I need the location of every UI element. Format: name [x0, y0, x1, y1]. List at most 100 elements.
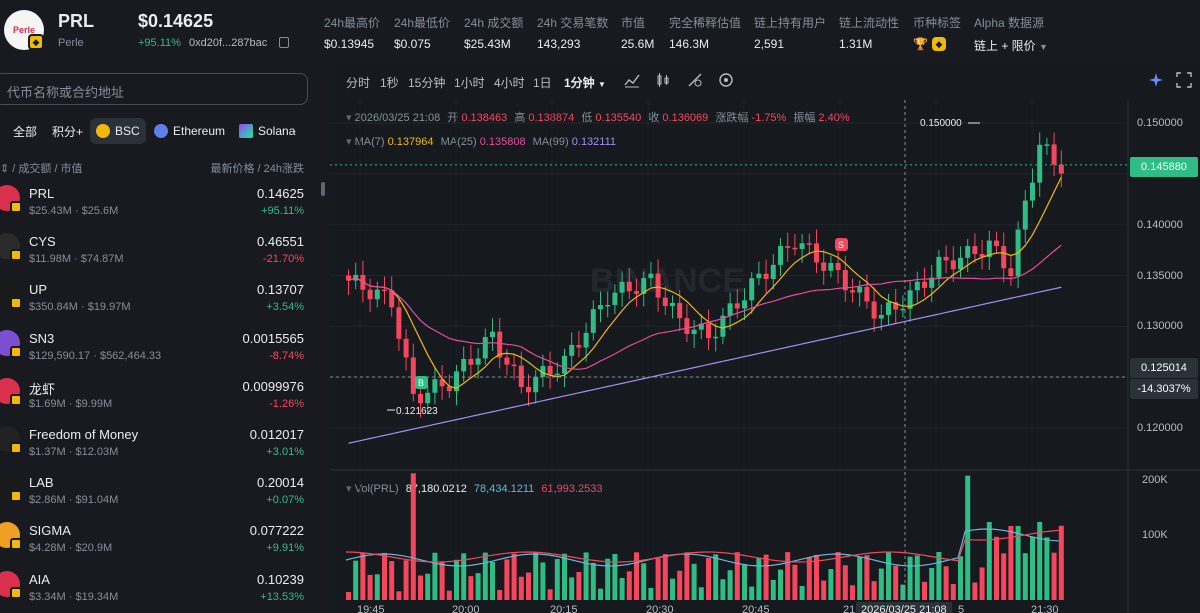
- ohlc-high-label: 高: [514, 112, 526, 124]
- column-header-price[interactable]: 最新价格 / 24h涨跌: [210, 160, 304, 176]
- volume-bar: [943, 566, 949, 600]
- chip-bsc[interactable]: BSC: [90, 118, 146, 144]
- candle-body: [641, 278, 647, 294]
- stat-value: $25.43M: [464, 37, 511, 51]
- sidebar-scrollbar[interactable]: [321, 182, 325, 196]
- ohlc-open: 0.138463: [461, 112, 508, 124]
- candle-body: [590, 309, 596, 333]
- token-24h-change: +95.11%: [138, 37, 181, 49]
- ma99-value: 0.132111: [571, 136, 617, 148]
- candle-body: [684, 318, 690, 335]
- volume-bar: [864, 555, 870, 600]
- token-price: 0.14625: [257, 186, 304, 201]
- alpha-source-dropdown[interactable]: 链上 + 限价 ▼: [974, 37, 1048, 54]
- candle-body: [490, 331, 495, 338]
- token-list-item[interactable]: AIA $3.34M · $19.34M 0.10239 +13.53%: [0, 567, 310, 613]
- chip-solana[interactable]: Solana: [239, 118, 295, 144]
- token-volume-mcap: $129,590.17 · $562,464.33: [29, 349, 162, 362]
- stat-label: 币种标签: [913, 16, 962, 30]
- token-header: Perle ◆ PRL Perle $0.14625 +95.11% 0xd20…: [0, 0, 1200, 58]
- drawing-tool-icon[interactable]: [687, 72, 703, 88]
- candle-body: [648, 273, 654, 279]
- candle-body: [403, 338, 409, 358]
- ohlc-readout: ▾ 2026/03/25 21:08 开 0.138463 高 0.138874…: [346, 109, 850, 125]
- stat-fdv: 完全稀释估值 146.3M: [669, 14, 741, 51]
- volume-bar: [878, 568, 884, 600]
- candle-body: [367, 289, 373, 300]
- column-label: / 成交额 / 市值: [12, 163, 83, 175]
- volume-value: 87,180.0212: [405, 483, 467, 495]
- chip-all[interactable]: 全部: [13, 118, 37, 144]
- token-list-item[interactable]: 龙虾 $1.69M · $9.99M 0.0099976 -1.26%: [0, 374, 310, 422]
- bsc-badge-icon: [10, 345, 22, 358]
- stat-value: 1.31M: [839, 37, 873, 51]
- copy-icon[interactable]: [279, 37, 289, 48]
- indicator-icon[interactable]: [624, 72, 640, 88]
- token-price: 0.46551: [257, 234, 304, 250]
- crosshair-time-tag: 2026/03/25 21:08: [856, 602, 952, 613]
- volume-bar: [698, 587, 704, 600]
- candle-body: [1030, 182, 1035, 201]
- chip-ethereum[interactable]: Ethereum: [154, 118, 225, 144]
- volume-bar: [554, 559, 560, 600]
- ohlc-amplitude: 2.40%: [818, 112, 850, 124]
- low-marker-label: 0.121623: [396, 406, 438, 417]
- candle-body: [619, 281, 625, 293]
- token-change: +3.01%: [266, 446, 304, 458]
- timeframe-tab[interactable]: 1日: [533, 76, 552, 90]
- ai-sparkle-icon[interactable]: [1148, 72, 1164, 88]
- volume-bar: [1015, 525, 1021, 600]
- token-price: 0.20014: [257, 475, 304, 491]
- time-tick: 20:00: [452, 604, 480, 613]
- collapse-icon: ▾: [346, 483, 352, 495]
- column-header-volume[interactable]: ⇕ / 成交额 / 市值: [0, 160, 83, 176]
- candle-body: [418, 393, 423, 404]
- volume-bar: [958, 556, 963, 600]
- timeframe-tab-active[interactable]: 1分钟 ▼: [564, 74, 606, 91]
- candle-body: [727, 303, 733, 316]
- volume-bar: [1001, 553, 1007, 600]
- token-list-item[interactable]: SIGMA $4.28M · $20.9M 0.077222 +9.91%: [0, 518, 310, 566]
- collapse-icon: ▾: [346, 112, 352, 124]
- token-name: AIA: [29, 571, 50, 587]
- candle-body: [857, 286, 863, 293]
- token-list-item[interactable]: CYS $11.98M · $74.87M 0.46551 -21.70%: [0, 229, 310, 277]
- timeframe-tab[interactable]: 1秒: [380, 76, 399, 90]
- fullscreen-icon[interactable]: [1176, 72, 1192, 88]
- candle-type-icon[interactable]: [655, 72, 671, 88]
- volume-bar: [353, 560, 359, 600]
- token-list-item[interactable]: Freedom of Money $1.37M · $12.03M 0.012017…: [0, 422, 310, 470]
- price-chart-panel: 分时 1秒 15分钟 1小时 4小时 1日 1分钟 ▼ ▾ 2026/03/25…: [330, 60, 1200, 613]
- token-list-item[interactable]: UP $350.84M · $19.97M 0.13707 +3.54%: [0, 277, 310, 325]
- candle-body: [749, 278, 755, 301]
- ohlc-change-label: 涨跌幅: [715, 112, 749, 124]
- token-list-item[interactable]: LAB $2.86M · $91.04M 0.20014 +0.07%: [0, 470, 310, 518]
- candle-body: [778, 246, 783, 265]
- bsc-icon: [96, 124, 110, 138]
- timeframe-tab[interactable]: 4小时: [494, 76, 525, 90]
- volume-ma2-value: 61,993.2533: [541, 483, 603, 495]
- volume-bar: [770, 579, 776, 600]
- volume-bar: [576, 571, 582, 600]
- chip-points[interactable]: 积分+: [52, 118, 83, 144]
- candle-body: [497, 331, 503, 358]
- timeframe-tab[interactable]: 1小时: [454, 76, 485, 90]
- token-list-item[interactable]: SN3 $129,590.17 · $562,464.33 0.0015565 -8.…: [0, 326, 310, 374]
- volume-bar: [446, 590, 452, 600]
- solana-icon: [239, 124, 253, 138]
- chevron-right-icon[interactable]: ›: [292, 124, 296, 138]
- candle-body: [886, 302, 891, 315]
- settings-icon[interactable]: [718, 72, 734, 88]
- candle-body: [742, 300, 747, 309]
- candle-body: [814, 243, 819, 263]
- timeframe-tab[interactable]: 15分钟: [408, 76, 446, 90]
- token-search-input[interactable]: 代币名称或合约地址: [0, 73, 308, 105]
- ma25-value: 0.135808: [479, 136, 526, 148]
- stat-alpha-source[interactable]: Alpha 数据源 链上 + 限价 ▼: [974, 14, 1048, 54]
- timeframe-tab[interactable]: 分时: [346, 76, 371, 90]
- token-list-item[interactable]: PRL $25.43M · $25.6M 0.14625 +95.11%: [0, 181, 310, 229]
- token-volume-mcap: $1.69M · $9.99M: [29, 397, 113, 410]
- candle-body: [389, 290, 395, 308]
- volume-bar: [475, 573, 481, 600]
